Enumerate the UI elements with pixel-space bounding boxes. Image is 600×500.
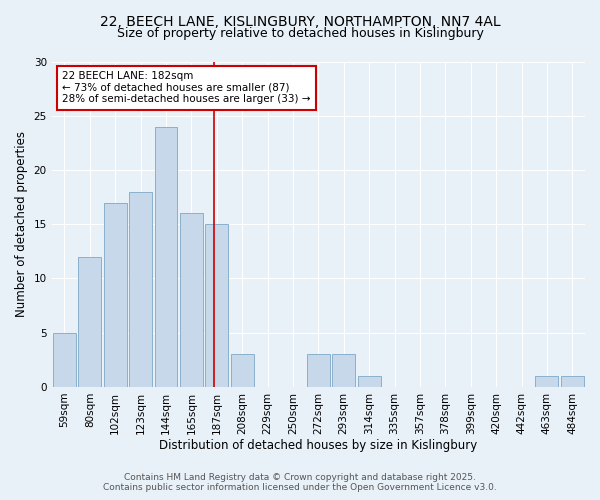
- Bar: [53, 332, 76, 387]
- Y-axis label: Number of detached properties: Number of detached properties: [15, 131, 28, 317]
- Bar: [535, 376, 559, 387]
- Text: Size of property relative to detached houses in Kislingbury: Size of property relative to detached ho…: [116, 28, 484, 40]
- Bar: [180, 214, 203, 387]
- Bar: [307, 354, 330, 387]
- Bar: [332, 354, 355, 387]
- Text: 22, BEECH LANE, KISLINGBURY, NORTHAMPTON, NN7 4AL: 22, BEECH LANE, KISLINGBURY, NORTHAMPTON…: [100, 15, 500, 29]
- Bar: [561, 376, 584, 387]
- Bar: [129, 192, 152, 387]
- Bar: [155, 126, 178, 387]
- Text: 22 BEECH LANE: 182sqm
← 73% of detached houses are smaller (87)
28% of semi-deta: 22 BEECH LANE: 182sqm ← 73% of detached …: [62, 72, 311, 104]
- X-axis label: Distribution of detached houses by size in Kislingbury: Distribution of detached houses by size …: [159, 440, 478, 452]
- Bar: [79, 257, 101, 387]
- Bar: [358, 376, 380, 387]
- Text: Contains HM Land Registry data © Crown copyright and database right 2025.
Contai: Contains HM Land Registry data © Crown c…: [103, 473, 497, 492]
- Bar: [205, 224, 228, 387]
- Bar: [104, 202, 127, 387]
- Bar: [231, 354, 254, 387]
